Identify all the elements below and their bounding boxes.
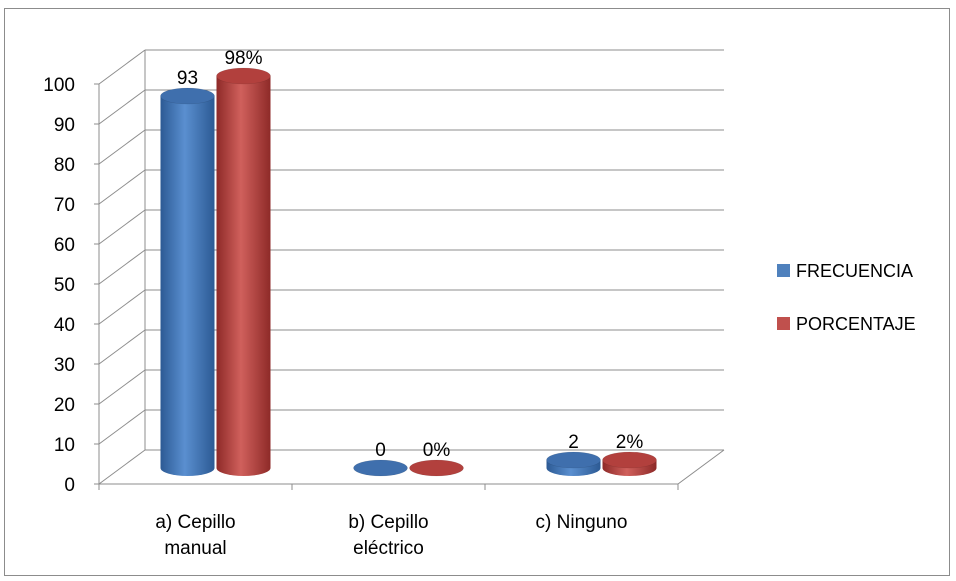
bar-frecuencia-1	[353, 459, 408, 477]
bar-layer	[160, 67, 657, 477]
y-tick-label: 60	[54, 235, 75, 256]
gridline-depth	[98, 289, 146, 325]
y-tick-label: 30	[54, 355, 75, 376]
bar-body	[216, 76, 271, 476]
x-tick-label: c) Ninguno	[536, 512, 628, 533]
bar-frecuencia-2	[546, 451, 601, 476]
legend-label-porcentaje: PORCENTAJE	[796, 314, 916, 334]
bar-top	[602, 451, 657, 469]
y-tick-label: 70	[54, 195, 75, 216]
x-tick-label: a) Cepillo manual	[155, 512, 235, 559]
legend: FRECUENCIA PORCENTAJE	[777, 261, 916, 334]
gridline-depth	[98, 209, 146, 245]
legend-swatch-porcentaje	[777, 317, 790, 330]
bar-frecuencia-0	[160, 87, 215, 476]
gridline-depth	[98, 329, 146, 365]
bar-top	[353, 459, 408, 477]
data-label: 2	[568, 432, 579, 453]
bar-porcentaje-2	[602, 451, 657, 476]
data-label: 0	[375, 440, 386, 461]
data-label: 93	[177, 68, 198, 89]
gridline-depth	[98, 169, 146, 205]
gridline-depth	[98, 449, 146, 485]
bar-porcentaje-1	[409, 459, 464, 477]
bar-top	[409, 459, 464, 477]
y-tick-label: 0	[64, 475, 75, 496]
y-tick-label: 100	[43, 75, 75, 96]
y-tick-label: 80	[54, 155, 75, 176]
data-label: 2%	[616, 432, 644, 453]
gridline-depth	[98, 369, 146, 405]
label-layer: 93 0 2 98% 0% 2%	[177, 48, 643, 461]
bar-top	[546, 451, 601, 469]
y-tick-label: 20	[54, 395, 75, 416]
gridline-depth	[98, 129, 146, 165]
data-label: 98%	[224, 48, 262, 69]
bar-body	[160, 96, 215, 476]
gridline-depth	[98, 49, 146, 85]
legend-label-frecuencia: FRECUENCIA	[796, 261, 913, 281]
x-tick-label: b) Cepillo eléctrico	[348, 512, 428, 559]
y-tick-label: 40	[54, 315, 75, 336]
bar-top	[216, 67, 271, 85]
gridline-depth	[98, 249, 146, 285]
y-tick-label: 90	[54, 115, 75, 136]
data-label: 0%	[423, 440, 451, 461]
gridline-depth	[98, 409, 146, 445]
legend-swatch-frecuencia	[777, 264, 790, 277]
y-tick-label: 10	[54, 435, 75, 456]
bar-porcentaje-0	[216, 67, 271, 476]
floor-edge	[677, 449, 725, 485]
bar-top	[160, 87, 215, 105]
gridline-depth	[98, 89, 146, 125]
chart-frame: 0 10 20 30 40 50 60 70 80 90 100 a) Cepillo manual b)…	[4, 8, 950, 576]
y-tick-label: 50	[54, 275, 75, 296]
